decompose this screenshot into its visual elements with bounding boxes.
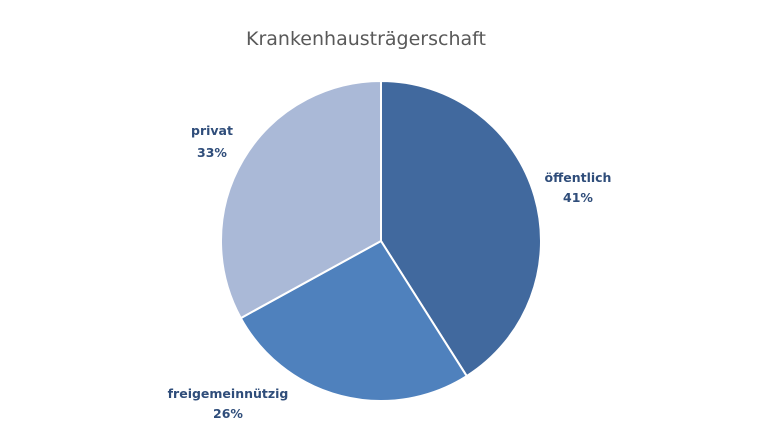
slice-category-label: privat [191,123,233,138]
pie-slices [220,80,542,402]
slice-category-label: öffentlich [545,170,612,185]
pie-slice [239,240,468,402]
slice-category-label: freigemeinnützig [168,386,289,401]
chart-title: Krankenhausträgerschaft [246,28,486,50]
slice-percent-label: 33% [197,145,227,160]
pie-labels: öffentlich 41% freigemeinnützig 26% privat 33… [168,123,612,421]
slice-percent-label: 41% [563,190,593,205]
slice-percent-label: 26% [213,406,243,421]
pie-slice [220,80,382,320]
